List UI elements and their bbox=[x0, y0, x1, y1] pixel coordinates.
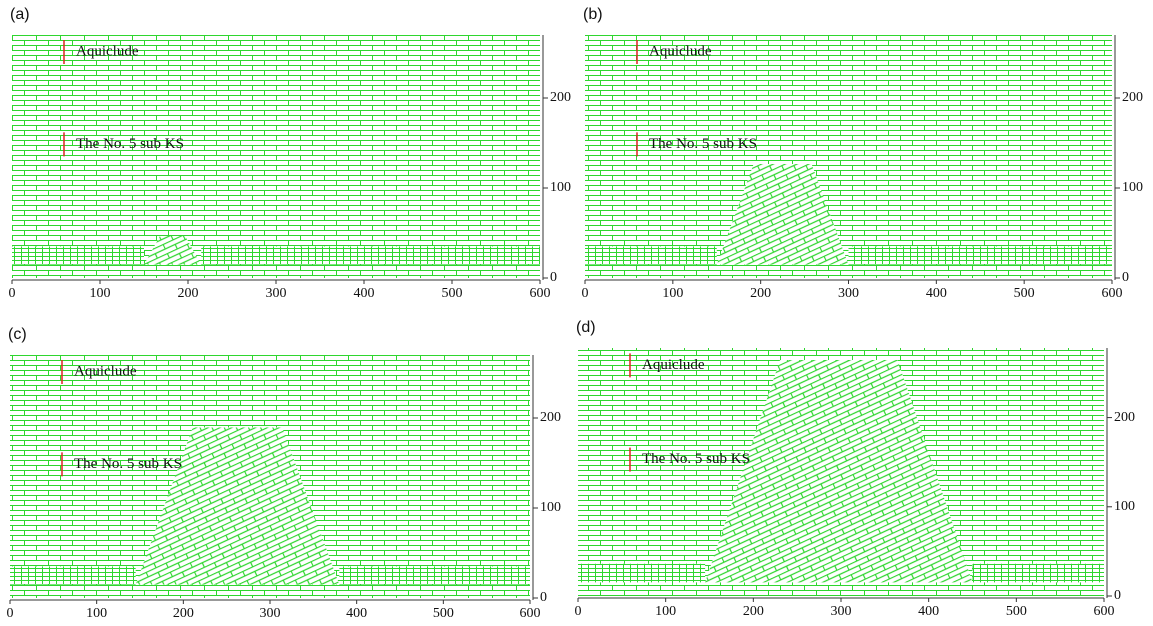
model-blocks bbox=[585, 35, 1112, 278]
panel: (a)0 100 200 300 400 500 6000100200AquicludeTh… bbox=[9, 6, 572, 301]
x-tick-label: 200 bbox=[178, 286, 199, 301]
annotation: The No. 5 sub KS bbox=[642, 451, 750, 467]
x-tick-label: 100 bbox=[662, 286, 683, 301]
x-tick-label: 200 bbox=[173, 606, 194, 621]
x-tick-label: 100 bbox=[655, 604, 676, 619]
y-tick-label: 100 bbox=[1114, 499, 1135, 514]
fine-layer bbox=[12, 246, 144, 265]
x-tick-label: 500 bbox=[442, 286, 463, 301]
caved-zone bbox=[144, 235, 202, 265]
fine-layer bbox=[585, 246, 717, 265]
annotation: Aquiclude bbox=[74, 363, 137, 379]
annotation: Aquiclude bbox=[642, 357, 705, 373]
x-tick-label: 0 bbox=[582, 286, 589, 301]
y-tick-label: 0 bbox=[540, 590, 547, 605]
caved-zone bbox=[705, 360, 973, 583]
x-tick-label: 0 bbox=[7, 606, 14, 621]
fine-layer bbox=[339, 566, 530, 585]
fine-layer bbox=[578, 563, 706, 583]
x-tick-label: 400 bbox=[926, 286, 947, 301]
x-tick-label: 100 bbox=[86, 606, 107, 621]
y-tick-label: 100 bbox=[540, 500, 561, 515]
y-tick-label: 100 bbox=[550, 180, 571, 195]
x-tick-label: 300 bbox=[266, 286, 287, 301]
panel: (d)0 100 200 300 400 500 6000100200AquicludeTh… bbox=[575, 319, 1136, 619]
x-tick-label: 400 bbox=[918, 604, 939, 619]
annotation: The No. 5 sub KS bbox=[74, 456, 182, 472]
fine-layer bbox=[848, 246, 1112, 265]
x-tick-label: 500 bbox=[1006, 604, 1027, 619]
x-tick-label: 400 bbox=[354, 286, 375, 301]
annotation: The No. 5 sub KS bbox=[76, 136, 184, 152]
x-tick-label: 200 bbox=[750, 286, 771, 301]
annotation: Aquiclude bbox=[649, 43, 712, 59]
annotation: Aquiclude bbox=[76, 43, 139, 59]
x-tick-label: 600 bbox=[520, 606, 541, 621]
fine-layer bbox=[201, 246, 540, 265]
model-blocks bbox=[12, 35, 540, 278]
panel-label: (b) bbox=[583, 6, 603, 23]
x-tick-label: 100 bbox=[90, 286, 111, 301]
fine-layer bbox=[10, 566, 136, 585]
panel-label: (c) bbox=[8, 326, 27, 343]
caved-zone bbox=[716, 163, 849, 265]
y-tick-label: 200 bbox=[550, 90, 571, 105]
panel-label: (a) bbox=[10, 6, 30, 23]
y-tick-label: 100 bbox=[1122, 180, 1143, 195]
x-tick-label: 300 bbox=[838, 286, 859, 301]
y-tick-label: 200 bbox=[1114, 410, 1135, 425]
y-tick-label: 200 bbox=[1122, 90, 1143, 105]
x-tick-label: 500 bbox=[1014, 286, 1035, 301]
x-tick-label: 600 bbox=[1102, 286, 1123, 301]
caved-zone bbox=[135, 427, 340, 585]
x-tick-label: 600 bbox=[1094, 604, 1115, 619]
x-tick-label: 0 bbox=[9, 286, 16, 301]
panel: (b)0 100 200 300 400 500 6000100200AquicludeTh… bbox=[582, 6, 1144, 301]
panel: (c)0 100 200 300 400 500 6000100200AquicludeTh… bbox=[7, 326, 562, 621]
fine-layer bbox=[972, 563, 1104, 583]
x-tick-label: 500 bbox=[433, 606, 454, 621]
x-tick-label: 200 bbox=[743, 604, 764, 619]
panel-label: (d) bbox=[576, 319, 596, 336]
x-tick-label: 600 bbox=[530, 286, 551, 301]
y-tick-label: 200 bbox=[540, 410, 561, 425]
y-tick-label: 0 bbox=[1114, 588, 1121, 603]
x-tick-label: 300 bbox=[260, 606, 281, 621]
y-tick-label: 0 bbox=[550, 270, 557, 285]
annotation: The No. 5 sub KS bbox=[649, 136, 757, 152]
x-tick-label: 400 bbox=[346, 606, 367, 621]
x-tick-label: 0 bbox=[575, 604, 582, 619]
x-tick-label: 300 bbox=[831, 604, 852, 619]
y-tick-label: 0 bbox=[1122, 270, 1129, 285]
